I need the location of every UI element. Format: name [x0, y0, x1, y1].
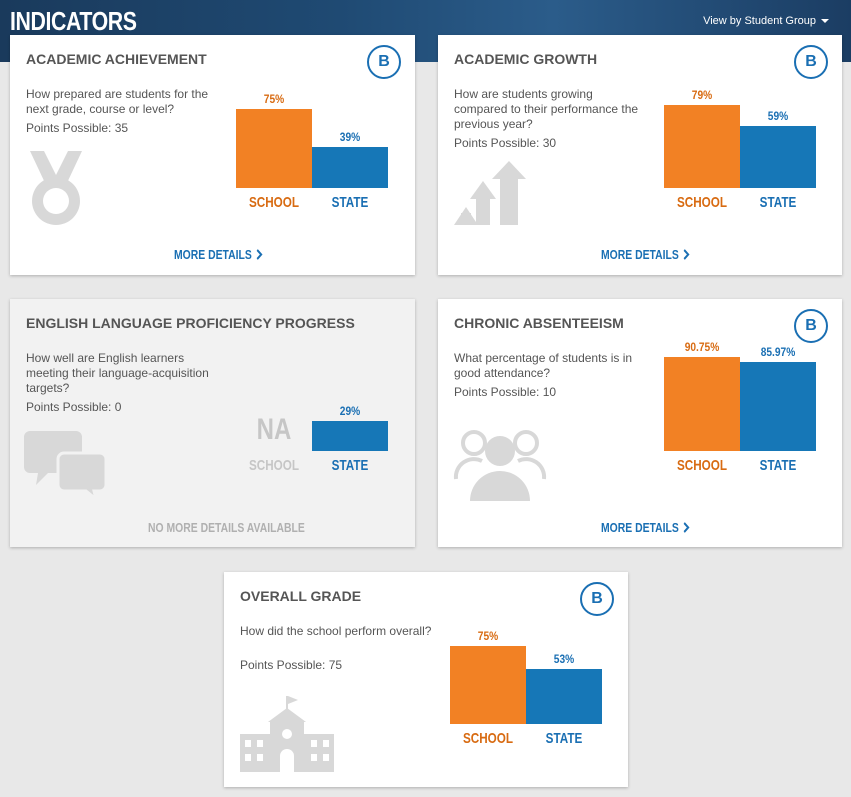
- card-title: ACADEMIC GROWTH: [454, 51, 598, 67]
- more-details-link[interactable]: MORE DETAILS: [601, 520, 690, 535]
- school-category-label: SCHOOL: [676, 457, 728, 474]
- points-possible: Points Possible: 35: [26, 121, 129, 135]
- state-category-label: STATE: [759, 457, 797, 474]
- people-group-icon: [453, 430, 547, 501]
- state-category-label: STATE: [545, 730, 583, 747]
- speech-bubbles-icon: [24, 431, 106, 499]
- overall-grade-card: OVERALL GRADE B How did the school perfo…: [224, 572, 628, 787]
- school-bar: [450, 646, 526, 724]
- points-possible: Points Possible: 75: [240, 658, 343, 672]
- school-value-label: 79%: [691, 88, 713, 102]
- state-bar: [312, 147, 388, 188]
- points-possible: Points Possible: 30: [454, 136, 557, 150]
- state-bar: [740, 362, 816, 451]
- state-bar: [526, 669, 602, 724]
- chevron-right-icon: [683, 249, 690, 260]
- medal-icon: [30, 151, 82, 225]
- state-bar: [312, 421, 388, 451]
- english-proficiency-chart: NA SCHOOL 29% STATE: [236, 347, 388, 474]
- card-title: ENGLISH LANGUAGE PROFICIENCY PROGRESS: [26, 315, 355, 331]
- school-bar: [236, 109, 312, 188]
- grade-badge: B: [580, 582, 614, 616]
- points-possible: Points Possible: 0: [26, 400, 122, 414]
- grade-badge: B: [794, 309, 828, 343]
- card-description: How did the school perform overall?: [240, 624, 432, 638]
- state-bar: [740, 126, 816, 188]
- chronic-absenteeism-chart: 90.75% SCHOOL 85.97% STATE: [664, 340, 816, 474]
- school-category-label: SCHOOL: [676, 194, 728, 211]
- academic-achievement-chart: 75% SCHOOL 39% STATE: [236, 83, 388, 211]
- state-category-label: STATE: [759, 194, 797, 211]
- state-value-label: 59%: [767, 109, 789, 123]
- card-description: How are students growing compared to the…: [454, 87, 639, 131]
- more-details-label: MORE DETAILS: [601, 520, 679, 535]
- page-title: INDICATORS: [10, 6, 137, 36]
- overall-grade-chart: 75% SCHOOL 53% STATE: [450, 620, 602, 747]
- card-description: What percentage of students is in good a…: [454, 351, 633, 380]
- grade-badge: B: [794, 45, 828, 79]
- chronic-absenteeism-card: CHRONIC ABSENTEEISM B What percentage of…: [438, 299, 842, 547]
- more-details-link[interactable]: MORE DETAILS: [601, 247, 690, 262]
- grade-badge: B: [367, 45, 401, 79]
- school-value-label: 75%: [477, 629, 499, 643]
- card-description: How prepared are students for the next g…: [26, 87, 209, 116]
- state-value-label: 53%: [553, 652, 575, 666]
- chevron-right-icon: [256, 249, 263, 260]
- academic-growth-chart: 79% SCHOOL 59% STATE: [664, 83, 816, 211]
- chevron-down-icon: [821, 19, 829, 23]
- school-building-icon: [240, 696, 334, 772]
- academic-achievement-card: ACADEMIC ACHIEVEMENT B How prepared are …: [10, 35, 415, 275]
- no-more-details-text: NO MORE DETAILS AVAILABLE: [148, 520, 305, 535]
- school-bar: [664, 105, 740, 188]
- school-value-label: 90.75%: [684, 340, 720, 354]
- view-by-student-group-dropdown[interactable]: View by Student Group: [703, 15, 829, 27]
- academic-growth-card: ACADEMIC GROWTH B How are students growi…: [438, 35, 842, 275]
- school-bar: [664, 357, 740, 451]
- school-category-label: SCHOOL: [248, 194, 300, 211]
- card-title: CHRONIC ABSENTEEISM: [454, 315, 624, 331]
- card-description: How well are English learners meeting th…: [26, 351, 209, 395]
- points-possible: Points Possible: 10: [454, 385, 557, 399]
- more-details-link[interactable]: MORE DETAILS: [174, 247, 263, 262]
- school-category-label: SCHOOL: [248, 457, 300, 474]
- growth-arrows-icon: [454, 161, 526, 225]
- more-details-label: MORE DETAILS: [601, 247, 679, 262]
- chevron-right-icon: [683, 522, 690, 533]
- school-value-label: 75%: [263, 92, 285, 106]
- state-value-label: 29%: [339, 404, 361, 418]
- state-category-label: STATE: [331, 194, 369, 211]
- view-by-label: View by Student Group: [703, 15, 816, 27]
- card-title: ACADEMIC ACHIEVEMENT: [26, 51, 207, 67]
- state-value-label: 39%: [339, 130, 361, 144]
- more-details-label: MORE DETAILS: [174, 247, 252, 262]
- state-category-label: STATE: [331, 457, 369, 474]
- english-proficiency-card: ENGLISH LANGUAGE PROFICIENCY PROGRESS Ho…: [10, 299, 415, 547]
- school-na-value: NA: [256, 413, 292, 446]
- state-value-label: 85.97%: [760, 345, 796, 359]
- school-category-label: SCHOOL: [462, 730, 514, 747]
- card-title: OVERALL GRADE: [240, 588, 362, 604]
